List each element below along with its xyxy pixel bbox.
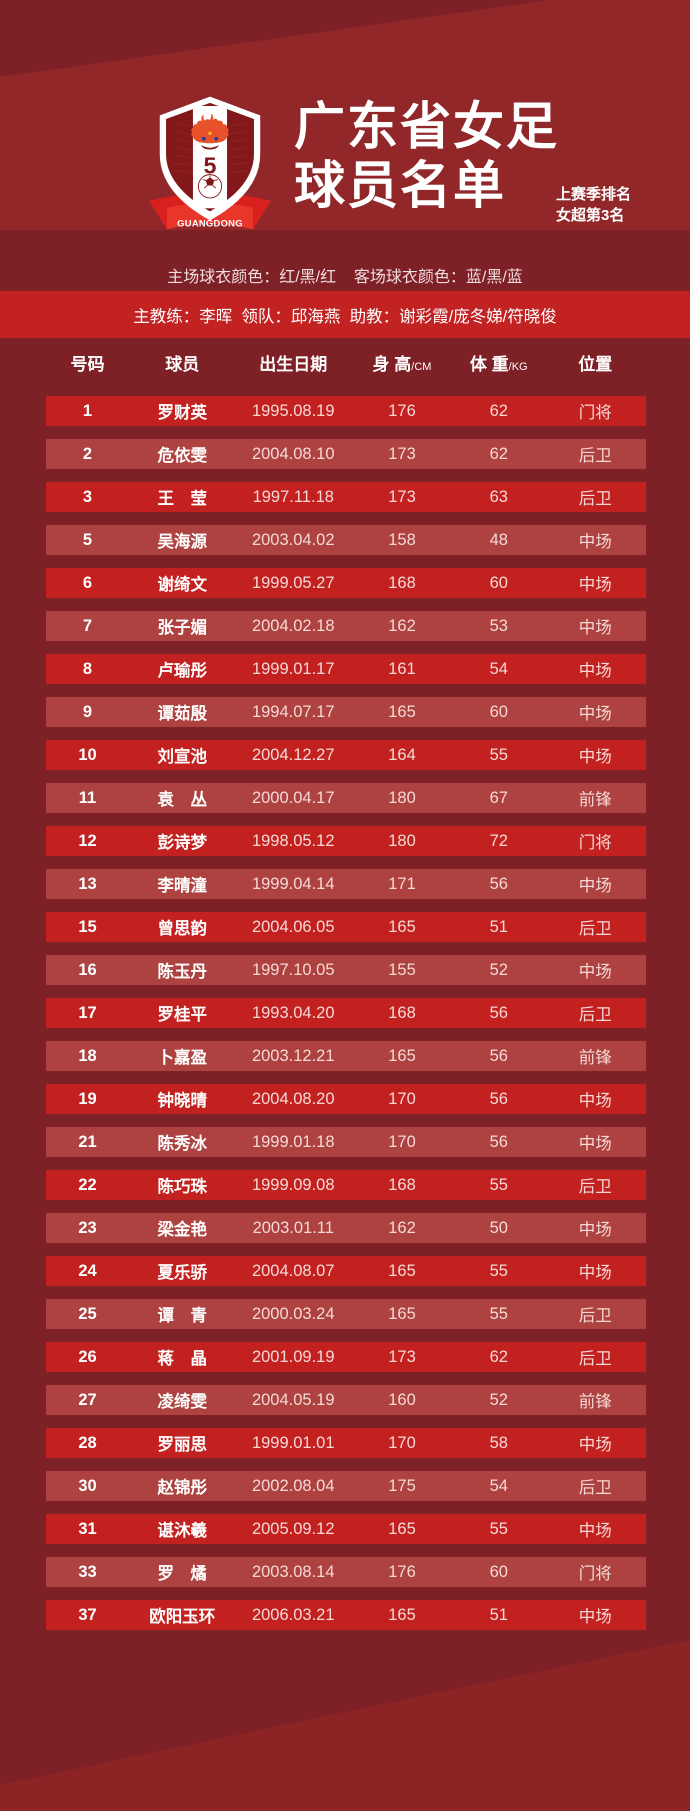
svg-text:5: 5 — [204, 153, 217, 179]
